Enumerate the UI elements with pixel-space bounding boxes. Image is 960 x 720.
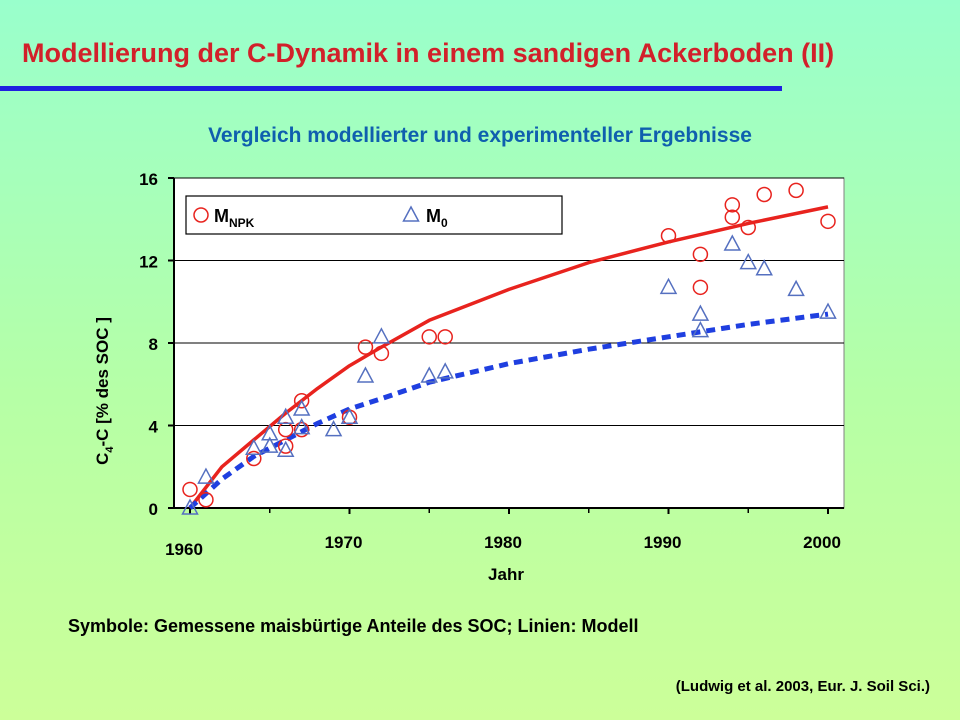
data-point-m0 bbox=[292, 417, 311, 435]
data-point-m0 bbox=[755, 259, 773, 276]
legend: MNPK M0 bbox=[185, 195, 563, 235]
legend-symbol-npk bbox=[193, 207, 209, 223]
data-point-npk bbox=[277, 438, 294, 454]
data-point-m0 bbox=[659, 277, 678, 295]
title-underline bbox=[0, 86, 782, 91]
data-point-m0 bbox=[260, 424, 279, 441]
data-point-npk bbox=[692, 279, 709, 296]
data-point-m0 bbox=[181, 498, 199, 515]
x-tick-label: 2000 bbox=[803, 533, 841, 552]
legend-label-npk-subscript: NPK bbox=[229, 216, 255, 230]
legend-label-npk-main: M bbox=[214, 206, 229, 226]
data-point-m0 bbox=[276, 407, 295, 424]
data-point-npk bbox=[182, 481, 198, 498]
data-point-npk bbox=[373, 345, 390, 362]
data-point-m0 bbox=[340, 407, 359, 424]
legend-symbol-m0 bbox=[402, 205, 420, 222]
data-point-npk bbox=[756, 186, 772, 203]
legend-label-npk: MNPK bbox=[214, 206, 255, 230]
y-axis-label-suffix: -C [% des SOC ] bbox=[93, 317, 112, 446]
data-point-m0 bbox=[723, 234, 742, 251]
data-point-m0 bbox=[197, 467, 215, 484]
y-axis-label-prefix: C bbox=[93, 453, 112, 465]
data-point-m0 bbox=[691, 321, 710, 338]
data-point-m0 bbox=[324, 420, 343, 437]
data-point-m0 bbox=[739, 252, 758, 270]
x-tick-label: 1980 bbox=[484, 533, 522, 552]
data-point-npk bbox=[293, 393, 310, 409]
data-point-npk bbox=[692, 246, 709, 263]
data-point-m0 bbox=[260, 436, 279, 453]
data-point-npk bbox=[293, 421, 310, 438]
x-axis-label: Jahr bbox=[488, 565, 524, 584]
data-point-m0 bbox=[356, 366, 375, 383]
data-point-npk bbox=[421, 329, 437, 345]
y-tick-label: 12 bbox=[139, 253, 158, 272]
legend-label-m0-subscript: 0 bbox=[441, 216, 448, 230]
data-point-m0 bbox=[819, 302, 837, 319]
y-tick-label: 16 bbox=[139, 170, 158, 189]
data-point-m0 bbox=[276, 440, 295, 457]
y-axis-label-subscript: 4 bbox=[104, 446, 116, 453]
data-point-npk bbox=[740, 219, 756, 236]
data-point-npk bbox=[198, 492, 214, 508]
data-point-npk bbox=[357, 339, 374, 355]
data-point-npk bbox=[788, 182, 804, 199]
data-point-m0 bbox=[787, 279, 805, 297]
data-point-npk bbox=[660, 228, 677, 244]
citation: (Ludwig et al. 2003, Eur. J. Soil Sci.) bbox=[675, 678, 930, 695]
x-tick-label: 1970 bbox=[325, 533, 363, 552]
data-point-m0 bbox=[420, 366, 439, 383]
figure-caption: Symbole: Gemessene maisbürtige Anteile d… bbox=[68, 616, 639, 636]
data-point-m0 bbox=[292, 399, 311, 416]
data-point-npk bbox=[820, 213, 836, 230]
data-point-m0 bbox=[691, 304, 710, 321]
y-tick-label: 8 bbox=[149, 335, 158, 354]
model-line-m0 bbox=[188, 311, 829, 510]
y-tick-label: 0 bbox=[149, 500, 158, 519]
data-point-npk bbox=[246, 450, 262, 467]
data-point-m0 bbox=[372, 327, 391, 344]
chart-subtitle: Vergleich modellierter und experimentell… bbox=[208, 124, 752, 147]
x-tick-label: 1960 bbox=[165, 540, 203, 559]
legend-label-m0-main: M bbox=[426, 206, 441, 226]
data-point-npk bbox=[437, 329, 453, 345]
legend-label-m0: M0 bbox=[426, 206, 448, 230]
legend-box bbox=[185, 195, 563, 235]
data-point-m0 bbox=[436, 362, 454, 379]
x-tick-label: 1990 bbox=[644, 533, 682, 552]
data-point-m0 bbox=[245, 438, 263, 455]
y-axis-label: C4-C [% des SOC ] bbox=[93, 317, 116, 465]
data-point-npk bbox=[724, 209, 741, 225]
slide-title: Modellierung der C-Dynamik in einem sand… bbox=[22, 38, 835, 68]
y-tick-label: 4 bbox=[149, 418, 159, 437]
data-point-npk bbox=[724, 197, 741, 213]
